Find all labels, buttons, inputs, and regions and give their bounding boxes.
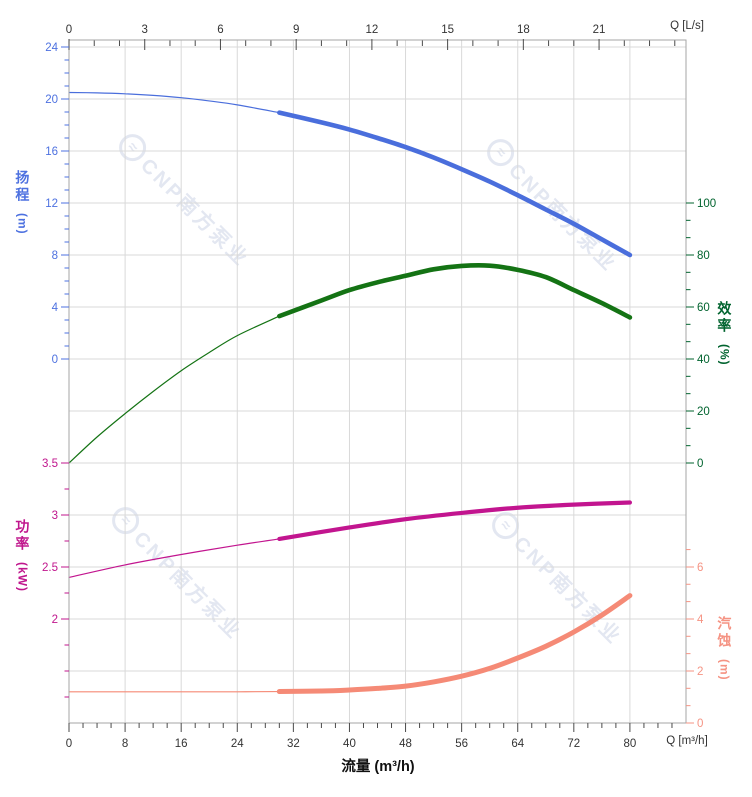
head-curve: [68, 91, 633, 258]
power-curve: [68, 500, 633, 578]
top-axis-tick-label: 12: [365, 24, 378, 36]
efficiency-tick-label: 40: [697, 354, 710, 366]
head-tick-label: 24: [45, 42, 58, 54]
top-axis-tick-label: 3: [142, 24, 148, 36]
npsh-curve-duty: [276, 593, 633, 695]
top-axis-tick-label: 15: [441, 24, 454, 36]
top-axis-tick-label: 18: [517, 24, 530, 36]
bottom-axis-tick-label: 56: [455, 738, 468, 750]
bottom-axis-tick-label: 64: [511, 738, 524, 750]
bottom-axis-tick-label: 16: [175, 738, 188, 750]
head-axis: 24 20 16 12 8 4 0: [45, 42, 69, 366]
bottom-axis-tick-label: 8: [122, 738, 128, 750]
bottom-axis-unit-label: Q [m³/h]: [666, 735, 708, 747]
head-axis-label: 扬程(m): [14, 170, 31, 235]
efficiency-curve-thin: [68, 315, 280, 464]
efficiency-curve-duty: [277, 262, 633, 320]
gridlines: [69, 40, 686, 723]
efficiency-axis: 100 80 60 40 20 0: [686, 198, 716, 470]
head-tick-label: 12: [45, 198, 58, 210]
bottom-axis-tick-label: 80: [624, 738, 637, 750]
head-tick-label: 4: [52, 302, 59, 314]
x-axis-title: 流量 (m³/h): [341, 759, 415, 775]
efficiency-curve: [68, 262, 633, 464]
bottom-axis-tick-label: 40: [343, 738, 356, 750]
bottom-axis: 0 8 16 24 32 40 48 56 64 72 80: [66, 723, 673, 750]
bottom-axis-tick-label: 48: [399, 738, 412, 750]
efficiency-axis-label: 效率(%): [716, 301, 733, 366]
npsh-tick-label: 4: [697, 614, 704, 626]
head-curve-duty: [277, 110, 633, 258]
top-axis-unit-label: Q [L/s]: [670, 20, 704, 32]
top-axis-tick-label: 9: [293, 24, 299, 36]
top-axis-tick-label: 6: [217, 24, 223, 36]
top-axis-tick-label: 0: [66, 24, 72, 36]
npsh-axis: 6 4 2 0: [686, 549, 704, 730]
power-axis: 3.5 3 2.5 2: [42, 458, 69, 698]
head-tick-label: 20: [45, 94, 58, 106]
top-axis-tick-label: 21: [593, 24, 606, 36]
bottom-axis-tick-label: 0: [66, 738, 72, 750]
npsh-tick-label: 2: [697, 666, 703, 678]
head-tick-label: 0: [52, 354, 58, 366]
head-tick-label: 8: [52, 250, 58, 262]
npsh-tick-label: 0: [697, 718, 703, 730]
efficiency-tick-label: 100: [697, 198, 716, 210]
power-tick-label: 3.5: [42, 458, 58, 470]
efficiency-tick-label: 0: [697, 458, 703, 470]
npsh-axis-label: 汽蚀(m): [716, 616, 733, 681]
bottom-axis-tick-label: 24: [231, 738, 244, 750]
power-tick-label: 2: [52, 614, 58, 626]
npsh-tick-label: 6: [697, 562, 703, 574]
power-curve-thin: [68, 538, 280, 578]
head-curve-thin: [68, 91, 280, 114]
npsh-curve: [68, 593, 633, 695]
efficiency-tick-label: 60: [697, 302, 710, 314]
power-curve-duty: [277, 500, 633, 542]
head-tick-label: 16: [45, 146, 58, 158]
bottom-axis-tick-label: 32: [287, 738, 300, 750]
efficiency-tick-label: 20: [697, 406, 710, 418]
power-tick-label: 3: [52, 510, 58, 522]
power-tick-label: 2.5: [42, 562, 58, 574]
bottom-axis-tick-label: 72: [567, 738, 580, 750]
efficiency-tick-label: 80: [697, 250, 710, 262]
top-axis: 0 3 6 9 12 15 18 21: [66, 24, 676, 50]
power-axis-label: 功率(kW): [14, 519, 31, 592]
